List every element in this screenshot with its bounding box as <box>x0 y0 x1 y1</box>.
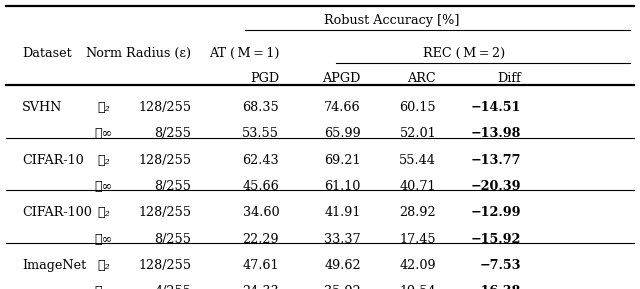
Text: 4/255: 4/255 <box>154 285 191 289</box>
Text: 24.33: 24.33 <box>243 285 279 289</box>
Text: ℓ∞: ℓ∞ <box>95 233 113 246</box>
Text: 60.15: 60.15 <box>399 101 436 114</box>
Text: −12.99: −12.99 <box>470 206 521 219</box>
Text: 19.54: 19.54 <box>399 285 436 289</box>
Text: 41.91: 41.91 <box>324 206 361 219</box>
Text: Radius (ε): Radius (ε) <box>126 47 191 60</box>
Text: REC ( M = 2): REC ( M = 2) <box>423 47 506 60</box>
Text: ℓ₂: ℓ₂ <box>97 259 110 272</box>
Text: ℓ∞: ℓ∞ <box>95 180 113 193</box>
Text: 68.35: 68.35 <box>243 101 279 114</box>
Text: APGD: APGD <box>323 72 361 85</box>
Text: ℓ∞: ℓ∞ <box>95 127 113 140</box>
Text: Dataset: Dataset <box>22 47 72 60</box>
Text: 62.43: 62.43 <box>243 153 279 166</box>
Text: −15.92: −15.92 <box>470 233 521 246</box>
Text: −13.77: −13.77 <box>470 153 521 166</box>
Text: −13.98: −13.98 <box>470 127 521 140</box>
Text: SVHN: SVHN <box>22 101 63 114</box>
Text: ℓ₂: ℓ₂ <box>97 206 110 219</box>
Text: Norm: Norm <box>85 47 122 60</box>
Text: 8/255: 8/255 <box>154 233 191 246</box>
Text: 128/255: 128/255 <box>138 153 191 166</box>
Text: 45.66: 45.66 <box>243 180 279 193</box>
Text: 55.44: 55.44 <box>399 153 436 166</box>
Text: −14.51: −14.51 <box>470 101 521 114</box>
Text: −16.38: −16.38 <box>470 285 521 289</box>
Text: 42.09: 42.09 <box>399 259 436 272</box>
Text: 65.99: 65.99 <box>324 127 361 140</box>
Text: 35.92: 35.92 <box>324 285 361 289</box>
Text: 61.10: 61.10 <box>324 180 361 193</box>
Text: ℓ₂: ℓ₂ <box>97 153 110 166</box>
Text: AT ( M = 1): AT ( M = 1) <box>209 47 279 60</box>
Text: −20.39: −20.39 <box>470 180 521 193</box>
Text: 40.71: 40.71 <box>399 180 436 193</box>
Text: CIFAR-100: CIFAR-100 <box>22 206 92 219</box>
Text: 74.66: 74.66 <box>324 101 361 114</box>
Text: Diff: Diff <box>497 72 521 85</box>
Text: 52.01: 52.01 <box>399 127 436 140</box>
Text: ImageNet: ImageNet <box>22 259 86 272</box>
Text: ARC: ARC <box>408 72 436 85</box>
Text: CIFAR-10: CIFAR-10 <box>22 153 84 166</box>
Text: 8/255: 8/255 <box>154 180 191 193</box>
Text: 128/255: 128/255 <box>138 259 191 272</box>
Text: 128/255: 128/255 <box>138 101 191 114</box>
Text: 33.37: 33.37 <box>324 233 361 246</box>
Text: 22.29: 22.29 <box>243 233 279 246</box>
Text: 47.61: 47.61 <box>243 259 279 272</box>
Text: 69.21: 69.21 <box>324 153 361 166</box>
Text: 28.92: 28.92 <box>399 206 436 219</box>
Text: 17.45: 17.45 <box>399 233 436 246</box>
Text: PGD: PGD <box>250 72 279 85</box>
Text: ℓ∞: ℓ∞ <box>95 285 113 289</box>
Text: ℓ₂: ℓ₂ <box>97 101 110 114</box>
Text: −7.53: −7.53 <box>479 259 521 272</box>
Text: 49.62: 49.62 <box>324 259 361 272</box>
Text: Robust Accuracy [%]: Robust Accuracy [%] <box>324 14 460 27</box>
Text: 34.60: 34.60 <box>243 206 279 219</box>
Text: 8/255: 8/255 <box>154 127 191 140</box>
Text: 53.55: 53.55 <box>242 127 279 140</box>
Text: 128/255: 128/255 <box>138 206 191 219</box>
